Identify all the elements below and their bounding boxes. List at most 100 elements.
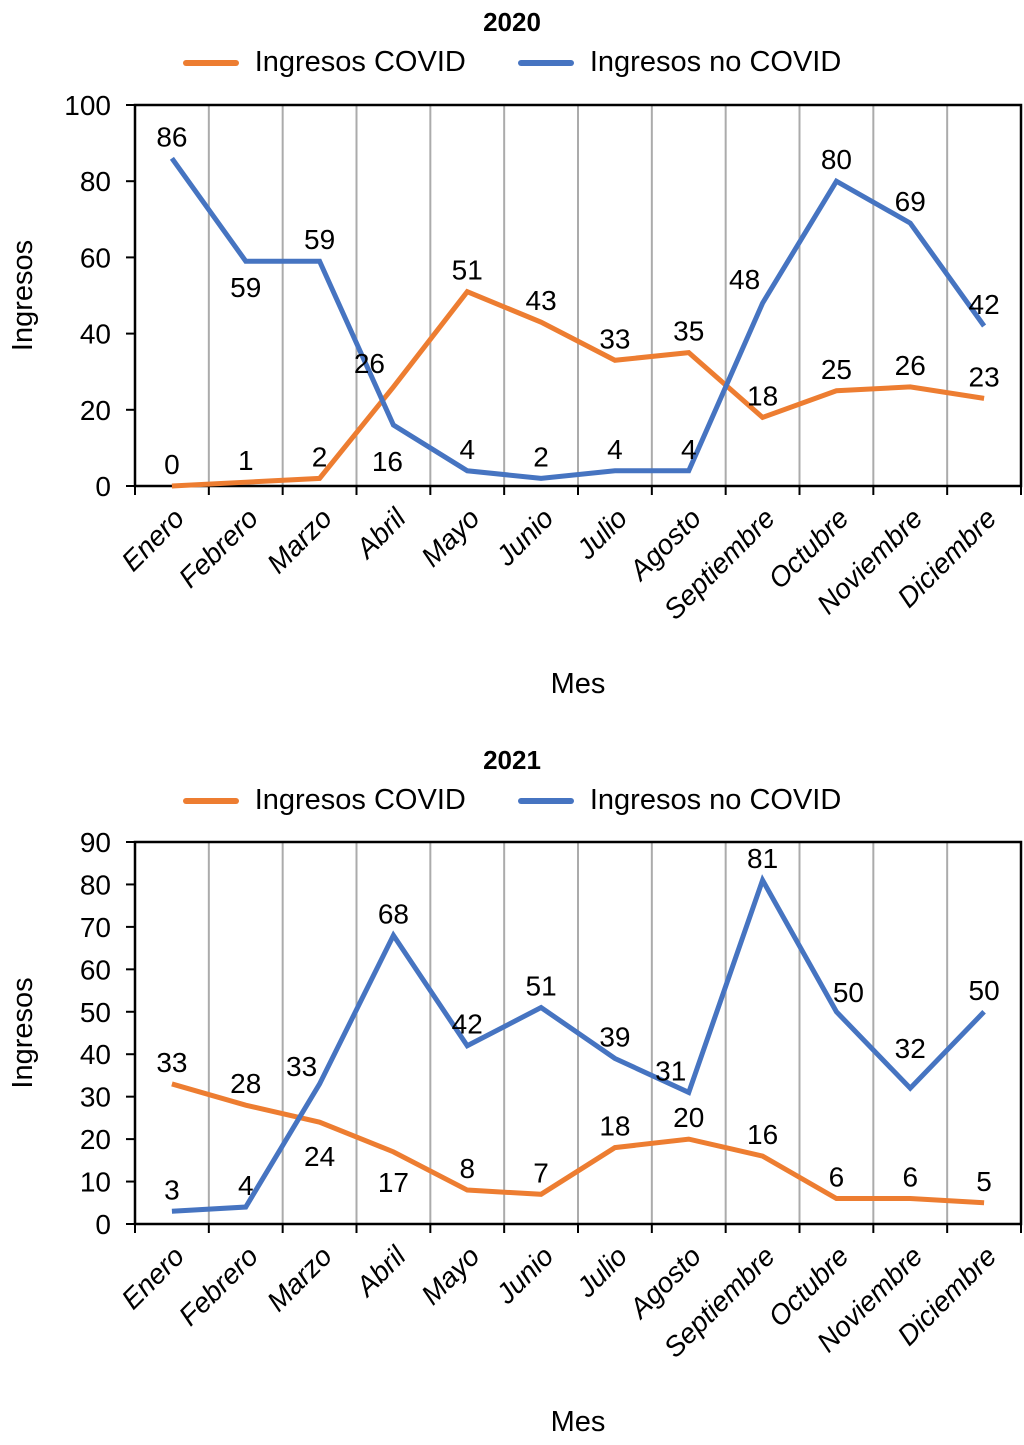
y-tick-label: 60 bbox=[80, 954, 111, 985]
series-line-no-covid bbox=[169, 156, 987, 481]
data-label-covid: 51 bbox=[452, 255, 483, 286]
legend-swatch-no-covid bbox=[517, 59, 574, 66]
y-tick-label: 60 bbox=[80, 242, 111, 273]
data-label-no-covid: 51 bbox=[526, 971, 557, 1002]
y-tick-label: 40 bbox=[80, 1039, 111, 1070]
data-label-covid: 43 bbox=[526, 285, 557, 316]
data-label-covid: 0 bbox=[164, 449, 180, 480]
data-label-covid: 1 bbox=[238, 445, 254, 476]
series-line-covid bbox=[171, 288, 985, 489]
data-label-no-covid: 33 bbox=[286, 1051, 317, 1082]
data-label-no-covid: 80 bbox=[821, 144, 852, 175]
legend-swatch-covid bbox=[182, 797, 239, 804]
data-label-no-covid: 4 bbox=[238, 1170, 254, 1201]
data-label-covid: 6 bbox=[902, 1162, 918, 1193]
y-axis-title: Ingresos bbox=[7, 977, 39, 1088]
y-tick-label: 0 bbox=[95, 1209, 111, 1240]
y-axis-title: Ingresos bbox=[7, 240, 39, 351]
legend-label-no-covid: Ingresos no COVID bbox=[589, 784, 842, 816]
data-label-no-covid: 16 bbox=[372, 446, 403, 477]
data-label-no-covid: 59 bbox=[304, 224, 335, 255]
data-label-covid: 17 bbox=[378, 1167, 409, 1198]
data-label-covid: 7 bbox=[533, 1157, 549, 1188]
data-label-covid: 6 bbox=[829, 1162, 845, 1193]
legend-2021: Ingresos COVID Ingresos no COVID bbox=[0, 784, 1024, 817]
chart-title-2020: 2020 bbox=[483, 7, 541, 37]
data-label-no-covid: 31 bbox=[655, 1055, 686, 1086]
series-line-covid bbox=[171, 1081, 985, 1206]
data-label-covid: 5 bbox=[976, 1166, 992, 1197]
data-label-covid: 20 bbox=[673, 1102, 704, 1133]
data-label-no-covid: 2 bbox=[533, 441, 549, 472]
data-label-no-covid: 42 bbox=[452, 1009, 483, 1040]
data-label-covid: 33 bbox=[156, 1047, 187, 1078]
x-axis-title: Mes bbox=[551, 668, 606, 700]
data-label-no-covid: 81 bbox=[747, 843, 778, 874]
y-tick-label: 20 bbox=[80, 1124, 111, 1155]
y-tick-label: 50 bbox=[80, 997, 111, 1028]
legend-item-covid: Ingresos COVID bbox=[182, 46, 466, 79]
month-label: Mayo bbox=[415, 502, 485, 572]
month-label: Mayo bbox=[415, 1240, 485, 1310]
legend-label-covid: Ingresos COVID bbox=[254, 46, 466, 78]
data-label-covid: 8 bbox=[459, 1153, 475, 1184]
legend-label-no-covid: Ingresos no COVID bbox=[589, 46, 842, 78]
y-tick-label: 80 bbox=[80, 869, 111, 900]
data-label-covid: 24 bbox=[304, 1141, 335, 1172]
month-label: Abril bbox=[349, 1240, 412, 1303]
chart-2021: 2021 Ingresos COVID Ingresos no COVID 0 1… bbox=[0, 722, 1024, 1445]
y-tick-label: 0 bbox=[95, 471, 111, 502]
month-label: Junio bbox=[489, 1240, 559, 1310]
data-label-no-covid: 4 bbox=[459, 434, 475, 465]
data-label-no-covid: 68 bbox=[378, 898, 409, 929]
data-label-covid: 28 bbox=[230, 1068, 261, 1099]
data-label-no-covid: 3 bbox=[164, 1174, 180, 1205]
month-label: Febrero bbox=[173, 1240, 264, 1331]
data-label-covid: 18 bbox=[747, 380, 778, 411]
legend-swatch-no-covid bbox=[517, 797, 574, 804]
data-label-covid: 33 bbox=[599, 323, 630, 354]
y-tick-label: 30 bbox=[80, 1082, 111, 1113]
month-label: Julio bbox=[570, 502, 633, 565]
legend-item-no-covid: Ingresos no COVID bbox=[517, 46, 842, 79]
y-tick-label: 80 bbox=[80, 166, 111, 197]
legend-item-no-covid: Ingresos no COVID bbox=[517, 784, 842, 817]
data-label-covid: 16 bbox=[747, 1119, 778, 1150]
data-label-covid: 26 bbox=[354, 348, 385, 379]
data-label-covid: 25 bbox=[821, 354, 852, 385]
legend-2020: Ingresos COVID Ingresos no COVID bbox=[0, 46, 1024, 79]
data-label-no-covid: 32 bbox=[895, 1033, 926, 1064]
month-label: Julio bbox=[570, 1240, 633, 1303]
data-label-no-covid: 4 bbox=[681, 434, 697, 465]
chart-title-2021: 2021 bbox=[483, 745, 541, 775]
x-axis-title: Mes bbox=[551, 1406, 606, 1438]
legend-swatch-covid bbox=[182, 59, 239, 66]
data-label-no-covid: 50 bbox=[833, 977, 864, 1008]
y-tick-label: 10 bbox=[80, 1167, 111, 1198]
legend-item-covid: Ingresos COVID bbox=[182, 784, 466, 817]
data-label-no-covid: 39 bbox=[599, 1021, 630, 1052]
data-label-no-covid: 48 bbox=[729, 264, 760, 295]
data-label-no-covid: 42 bbox=[969, 289, 1000, 320]
month-label: Marzo bbox=[261, 1240, 338, 1317]
data-label-no-covid: 59 bbox=[230, 272, 261, 303]
month-label: Febrero bbox=[173, 502, 264, 593]
data-label-covid: 23 bbox=[969, 361, 1000, 392]
data-label-covid: 2 bbox=[312, 441, 328, 472]
month-label: Marzo bbox=[261, 502, 338, 579]
legend-label-covid: Ingresos COVID bbox=[254, 784, 466, 816]
data-label-covid: 35 bbox=[673, 316, 704, 347]
y-tick-label: 40 bbox=[80, 319, 111, 350]
y-tick-label: 70 bbox=[80, 912, 111, 943]
series-line-no-covid bbox=[171, 874, 986, 1214]
y-tick-label: 20 bbox=[80, 395, 111, 426]
data-label-no-covid: 50 bbox=[969, 975, 1000, 1006]
y-tick-label: 90 bbox=[80, 827, 111, 858]
y-tick-label: 100 bbox=[64, 90, 111, 121]
data-label-covid: 18 bbox=[599, 1111, 630, 1142]
data-label-no-covid: 86 bbox=[156, 121, 187, 152]
